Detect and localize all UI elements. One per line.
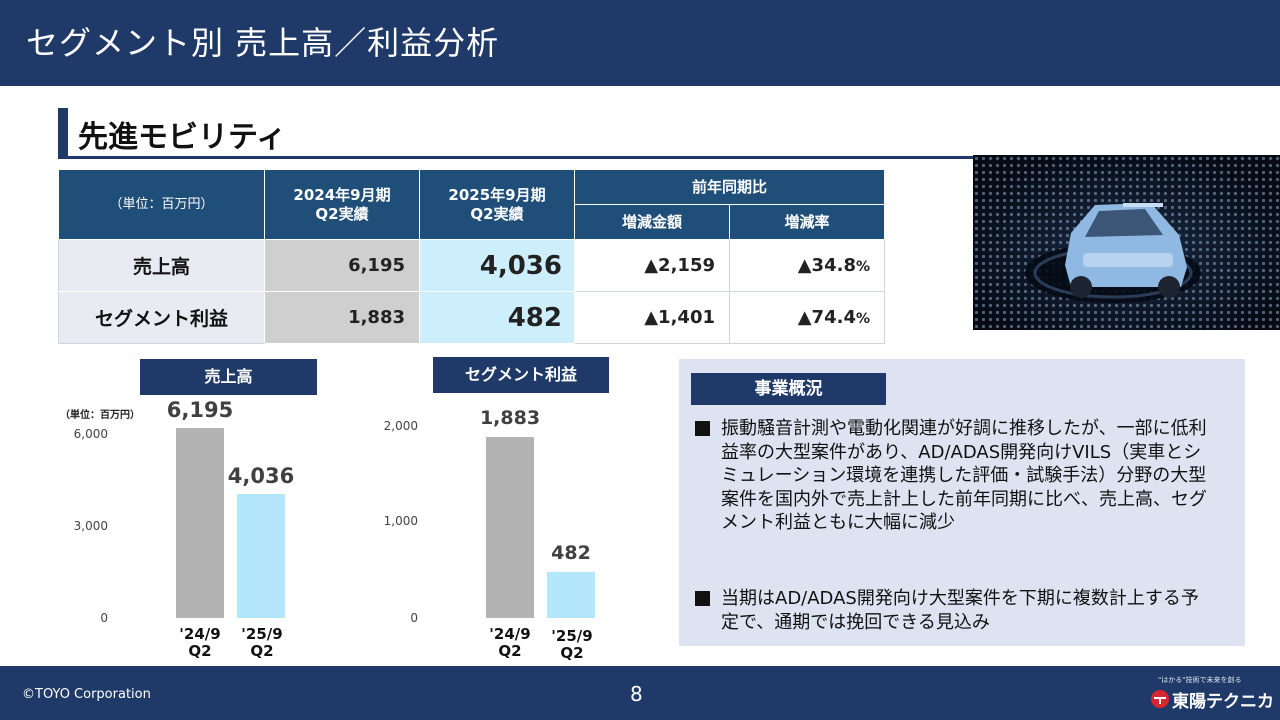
rate-number: ▲74.4 (797, 307, 856, 328)
yoy-header-text: 前年同期比 (692, 177, 768, 196)
row-label: セグメント利益 (58, 291, 265, 344)
rate-value: ▲34.8% (728, 239, 886, 292)
overview-bullet-text: 当期はAD/ADAS開発向け大型案件を下期に複数計上する予定で、通期では挽回でき… (721, 588, 1199, 633)
logo-tagline: "はかる"技術で未来を創る (1158, 676, 1242, 684)
profit-bar-prev (486, 437, 534, 618)
sales-x-label: '24/9 Q2 (179, 625, 221, 660)
sales-y-tick: 3,000 (73, 519, 108, 533)
prev-period-header-text: 2024年9月期 Q2実績 (293, 185, 391, 223)
rate-number: ▲34.8 (797, 255, 856, 276)
diff-value: ▲1,401 (574, 291, 730, 344)
business-overview-panel: 事業概況 振動騒音計測や電動化関連が好調に推移したが、一部に低利益率の大型案件が… (679, 359, 1245, 646)
company-logo: "はかる"技術で未来を創る 東陽テクニカ (1150, 675, 1274, 715)
section-divider (58, 156, 973, 159)
prev-period-header: 2024年9月期 Q2実績 (264, 169, 420, 240)
curr-period-header-text: 2025年9月期 Q2実績 (448, 185, 546, 223)
sales-value-curr: 4,036 (227, 464, 295, 489)
sales-value-prev: 6,195 (166, 398, 234, 423)
rate-header-text: 増減率 (784, 212, 830, 231)
rate-value: ▲74.4% (728, 291, 886, 344)
curr-value: 482 (419, 291, 575, 344)
profit-bar-curr (547, 571, 595, 618)
diff-value: ▲2,159 (574, 239, 730, 292)
car-image (973, 155, 1280, 330)
logo-name: 東陽テクニカ (1172, 692, 1274, 712)
sales-bar-curr (237, 494, 285, 618)
copyright: ©TOYO Corporation (22, 687, 151, 702)
section-title: 先進モビリティ (78, 120, 287, 155)
table-row: セグメント利益 1,883 482 ▲1,401 ▲74.4% (58, 291, 886, 344)
profit-y-tick: 1,000 (383, 514, 418, 528)
logo-mark-icon (1151, 690, 1169, 708)
curr-period-header: 2025年9月期 Q2実績 (419, 169, 575, 240)
sales-y-tick: 6,000 (73, 427, 108, 441)
sales-chart-title: 売上高 (140, 359, 317, 395)
curr-value: 4,036 (419, 239, 575, 292)
sales-y-tick: 0 (100, 611, 108, 625)
overview-title: 事業概況 (691, 373, 886, 405)
profit-value-prev: 1,883 (479, 407, 541, 430)
prev-value: 6,195 (264, 239, 420, 292)
rate-header: 増減率 (728, 204, 886, 240)
profit-value-curr: 482 (551, 541, 591, 564)
footer-bar: ©TOYO Corporation 8 (0, 666, 1280, 720)
sales-x-label: '25/9 Q2 (241, 625, 283, 660)
row-label: 売上高 (58, 239, 265, 292)
profit-x-label: '24/9 Q2 (489, 625, 531, 660)
sales-unit-label: （単位：百万円） (60, 410, 140, 421)
diff-header: 増減金額 (574, 204, 730, 240)
unit-header: （単位：百万円） (58, 169, 265, 240)
summary-table: （単位：百万円） 2024年9月期 Q2実績 2025年9月期 Q2実績 前年同… (58, 169, 886, 344)
profit-x-label: '25/9 Q2 (551, 627, 593, 662)
page-title: セグメント別 売上高／利益分析 (26, 24, 500, 62)
header-bar: セグメント別 売上高／利益分析 (0, 0, 1280, 86)
sales-bar-prev (176, 428, 224, 618)
yoy-header: 前年同期比 (573, 169, 886, 205)
bullet-square-icon (695, 591, 710, 606)
section-heading: 先進モビリティ (58, 108, 286, 158)
prev-value: 1,883 (264, 291, 420, 344)
table-row: 売上高 6,195 4,036 ▲2,159 ▲34.8% (58, 239, 886, 292)
page-number: 8 (630, 682, 643, 706)
car-illustration (973, 155, 1280, 330)
rate-unit: % (855, 311, 871, 327)
profit-chart-title: セグメント利益 (433, 357, 609, 393)
bullet-square-icon (695, 421, 710, 436)
rate-unit: % (855, 259, 871, 275)
profit-y-tick: 0 (410, 611, 418, 625)
profit-y-tick: 2,000 (383, 419, 418, 433)
overview-bullet-text: 振動騒音計測や電動化関連が好調に推移したが、一部に低利益率の大型案件があり、AD… (721, 418, 1207, 534)
diff-header-text: 増減金額 (621, 212, 682, 231)
unit-header-text: （単位：百万円） (109, 197, 214, 212)
